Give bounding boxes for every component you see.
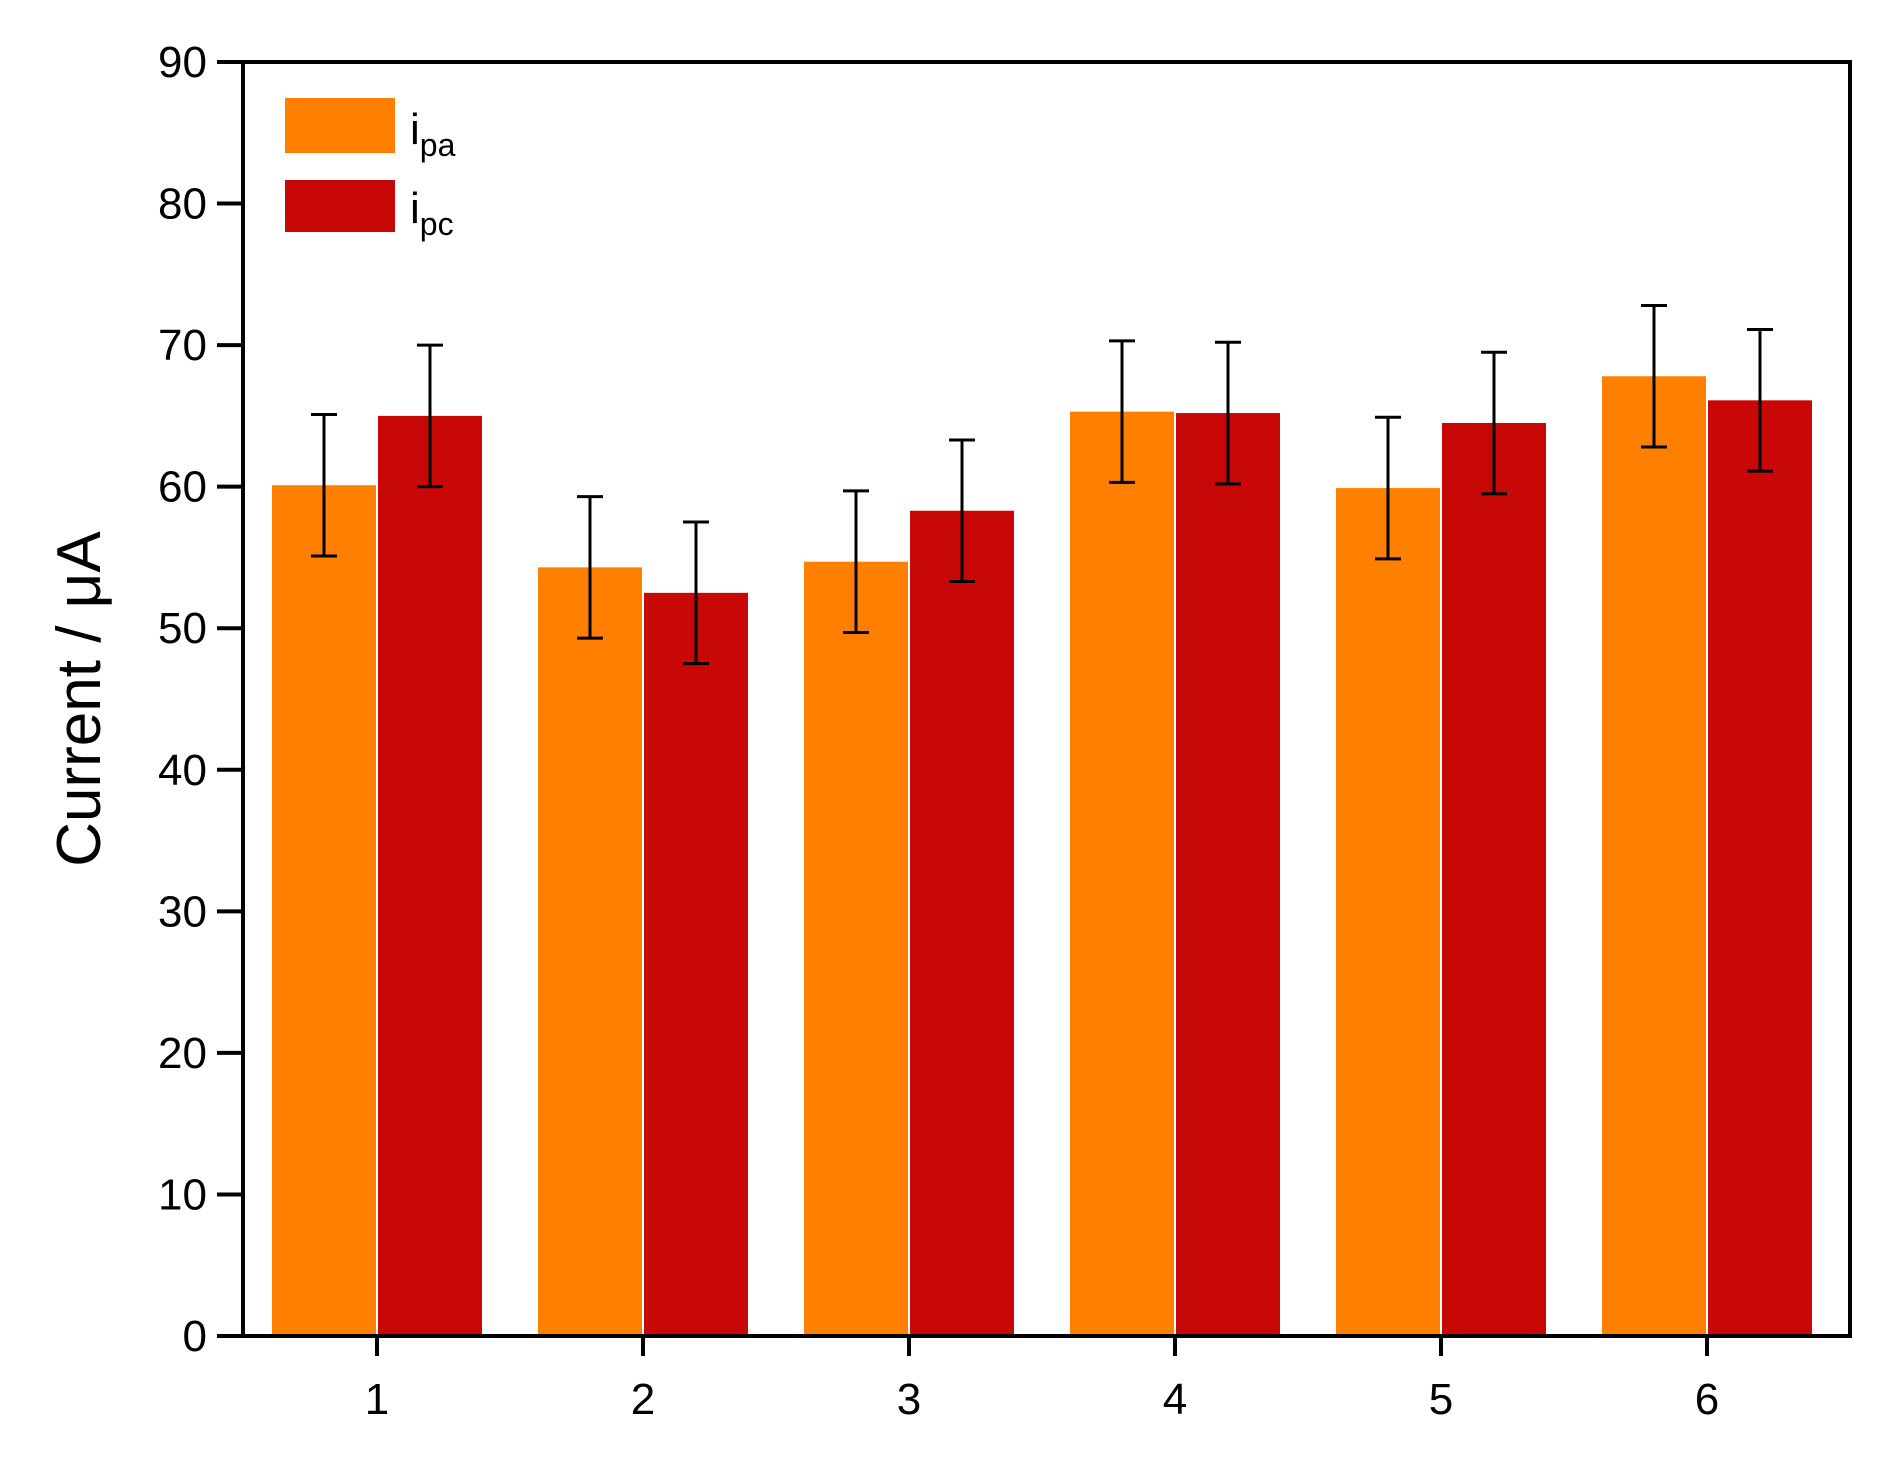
bars-layer [272,376,1812,1337]
bar-ipa-6 [1602,376,1706,1337]
x-tick-label-2: 2 [631,1375,655,1424]
plot-frame [241,60,1852,1338]
x-tick-label-1: 1 [365,1375,389,1424]
y-axis-title: Current / μA [45,531,114,867]
bar-ipc-4 [1176,413,1280,1337]
bar-ipc-2 [644,592,748,1336]
bar-ipa-2 [538,567,642,1336]
x-axis: 1 2 3 4 5 6 [365,1336,1719,1424]
bar-ipa-5 [1336,488,1440,1336]
y-tick-label-60: 60 [158,463,207,512]
x-tick-label-6: 6 [1695,1375,1719,1424]
x-tick-label-4: 4 [1163,1375,1187,1424]
y-tick-label-70: 70 [158,321,207,370]
bar-ipa-1 [272,485,376,1336]
bar-ipc-1 [378,415,482,1336]
y-tick-label-90: 90 [158,38,207,87]
x-tick-label-5: 5 [1429,1375,1453,1424]
legend-swatch-ipc [285,180,395,232]
y-tick-label-0: 0 [183,1312,207,1361]
bar-ipa-4 [1070,411,1174,1336]
legend-label-ipa: ipa [410,105,456,163]
x-tick-label-3: 3 [897,1375,921,1424]
y-tick-label-10: 10 [158,1170,207,1219]
y-tick-label-40: 40 [158,746,207,795]
bar-ipc-5 [1442,422,1546,1336]
bar-ipa-3 [804,561,908,1336]
bar-ipc-3 [910,510,1014,1337]
bar-ipc-6 [1708,400,1812,1337]
y-tick-label-80: 80 [158,180,207,229]
y-tick-label-30: 30 [158,887,207,936]
legend-label-ipc: ipc [410,184,454,242]
y-tick-label-20: 20 [158,1029,207,1078]
y-tick-label-50: 50 [158,604,207,653]
y-axis: 0 10 20 30 40 50 60 70 80 90 [158,38,243,1361]
error-bars-layer [311,303,1773,666]
legend: ipa ipc [285,98,456,242]
legend-swatch-ipa [285,98,395,153]
